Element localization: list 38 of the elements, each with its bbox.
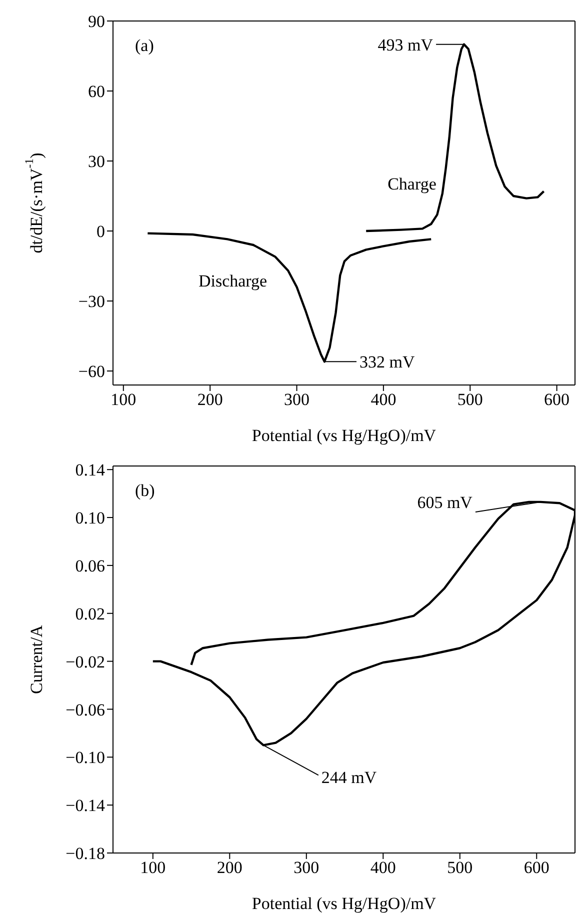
x-axis-title: Potential (vs Hg/HgO)/mV (252, 426, 437, 445)
y-tick-label: −60 (78, 362, 105, 382)
y-tick-label: 30 (88, 152, 105, 172)
y-tick-label: 0.10 (75, 508, 105, 528)
text: (a) (135, 36, 154, 55)
x-tick-label: 500 (447, 858, 473, 878)
y-tick-label: 0.06 (75, 556, 105, 576)
x-tick-label: 600 (544, 390, 570, 410)
y-tick-label: −0.14 (66, 796, 106, 816)
y-tick-label: −0.10 (66, 748, 105, 768)
y-tick-label: 0 (96, 222, 105, 242)
x-tick-label: 300 (284, 390, 310, 410)
y-tick-label: −0.18 (66, 844, 105, 864)
annotation: 244 mV (321, 768, 378, 788)
x-tick-label: 400 (370, 858, 396, 878)
y-tick-label: −0.02 (66, 652, 105, 672)
y-tick-label: 0.14 (75, 460, 106, 480)
y-tick-label: −30 (78, 292, 105, 312)
x-axis-title: Potential (vs Hg/HgO)/mV (252, 894, 437, 913)
text: (b) (135, 481, 155, 500)
y-axis-title: Current/A (26, 624, 46, 694)
x-tick-label: 600 (524, 858, 550, 878)
annotation: 332 mV (359, 352, 416, 372)
y-tick-label: 90 (88, 12, 105, 32)
x-tick-label: 400 (370, 390, 396, 410)
x-tick-label: 300 (294, 858, 320, 878)
x-tick-label: 500 (457, 390, 483, 410)
annotation: 605 mV (417, 492, 474, 512)
x-tick-label: 200 (216, 858, 242, 878)
annotation: 493 mV (378, 35, 434, 54)
series-label: Discharge (198, 272, 268, 291)
y-tick-label: 60 (88, 82, 105, 102)
x-tick-label: 100 (140, 858, 166, 878)
series-label: Charge (388, 174, 436, 194)
y-tick-label: 0.02 (75, 604, 105, 624)
y-tick-label: −0.06 (66, 700, 105, 720)
x-tick-label: 100 (110, 390, 136, 410)
x-tick-label: 200 (197, 390, 223, 410)
